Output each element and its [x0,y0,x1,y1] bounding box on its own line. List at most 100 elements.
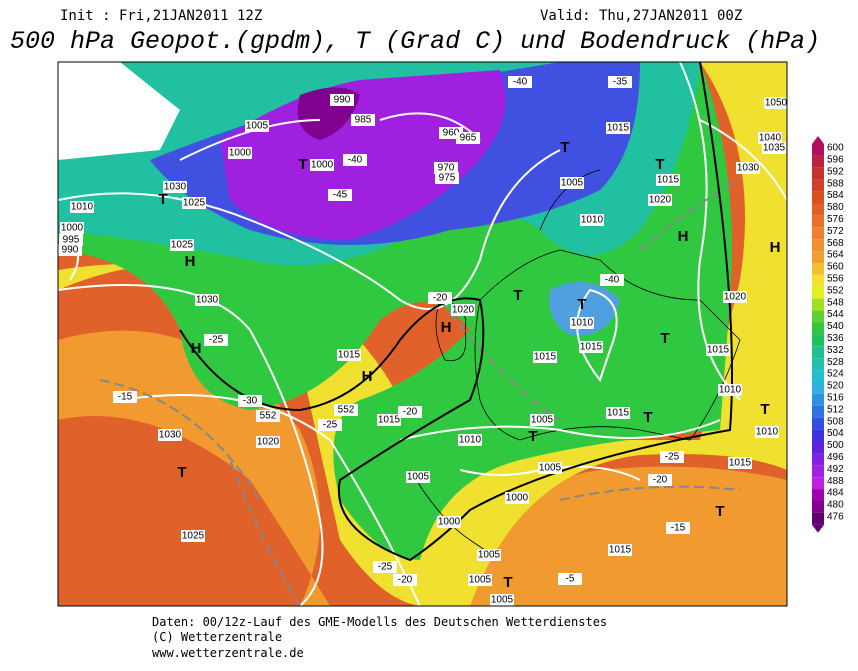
contour-label: 1015 [607,408,630,419]
contour-label: 1030 [196,295,219,306]
label-box [113,391,137,403]
colorbar-swatch [812,203,824,216]
label-box [660,451,684,463]
label-box [330,94,354,106]
contour-label: 1015 [707,345,730,356]
colorbar-tip [812,136,824,144]
label-box [318,419,342,431]
label-box [163,181,187,193]
contour-label: 1030 [164,182,187,193]
label-box [606,407,630,419]
contour-label: 1010 [756,427,779,438]
label-box [406,471,430,483]
pressure-center: H [678,228,689,245]
colorbar-label: 536 [827,333,844,344]
contour-552 [179,62,733,562]
label-box [608,544,632,556]
colorbar-label: 484 [827,488,844,499]
label-box [560,177,584,189]
colorbar-swatch [812,334,824,347]
map-frame [57,61,788,607]
contour-label: -5 [566,574,575,585]
pressure-center: T [577,296,586,313]
contour-label: 1020 [649,195,672,206]
label-box [505,492,529,504]
label-box [70,201,94,213]
colorbar-label: 496 [827,452,844,463]
colorbar-label: 532 [827,345,844,356]
contour-label: 1005 [478,550,501,561]
colorbar-swatch [812,417,824,430]
contour-label: 1025 [183,198,206,209]
contour-label: 1000 [229,148,252,159]
pressure-center: T [513,287,522,304]
colorbar-label: 516 [827,393,844,404]
label-box [434,162,458,174]
label-box [558,573,582,585]
label-box [755,426,779,438]
contour-label: -15 [118,392,133,403]
pressure-center: T [298,156,307,173]
colorbar-swatch [812,405,824,418]
colorbar-swatch [812,382,824,394]
colorbar-swatch [812,263,824,275]
colorbar-swatch [812,286,824,299]
label-box [656,174,680,186]
contour-label: 1010 [71,202,94,213]
pressure-center: T [177,464,186,481]
contour-label: 1005 [246,121,269,132]
contour-label: -40 [605,275,620,286]
contour-label: 1015 [580,342,603,353]
colorbar-swatch [812,441,824,454]
label-box [337,349,361,361]
label-box [393,574,417,586]
colorbar-label: 500 [827,440,844,451]
colorbar-swatch [812,358,824,371]
contour-label: 1010 [581,215,604,226]
contour-label: -30 [243,396,258,407]
contour-label: 1030 [159,430,182,441]
colorbar-label: 480 [827,500,844,511]
contour-label: 1000 [311,160,334,171]
colorbar-swatch [812,453,824,466]
label-box [373,561,397,573]
contour-label: 1020 [724,292,747,303]
contour-label: 995 [63,235,80,246]
contour-label: 1010 [459,435,482,446]
label-box [608,76,632,88]
label-box [334,404,358,416]
colorbar-swatch [812,477,824,490]
colorbar-swatch [812,191,824,204]
contour-label: 975 [439,173,456,184]
contour-label: 1005 [531,415,554,426]
contour-label: 1005 [539,463,562,474]
colorbar-swatch [812,179,824,192]
contour-label: 1015 [657,175,680,186]
label-box [195,294,219,306]
label-box [533,351,557,363]
label-box [723,291,747,303]
colorbar-swatch [812,167,824,180]
label-box [256,436,280,448]
colorbar-swatch [812,370,824,382]
colorbar-swatch [812,465,824,478]
label-box [456,132,480,144]
label-box [606,122,630,134]
contour-label: 990 [62,245,79,256]
footer-line: www.wetterzentrale.de [152,646,304,660]
colorbar-label: 528 [827,357,844,368]
label-box [204,334,228,346]
contour-label: 965 [460,133,477,144]
label-box [728,457,752,469]
pressure-center: T [643,409,652,426]
contour-label: 1000 [61,223,84,234]
colorbar-label: 524 [827,369,844,380]
label-box [58,244,82,256]
contour-label: 970 [438,163,455,174]
pressure-center: H [191,340,202,357]
contour-label: 1000 [438,517,461,528]
contour-label: 552 [260,411,277,422]
